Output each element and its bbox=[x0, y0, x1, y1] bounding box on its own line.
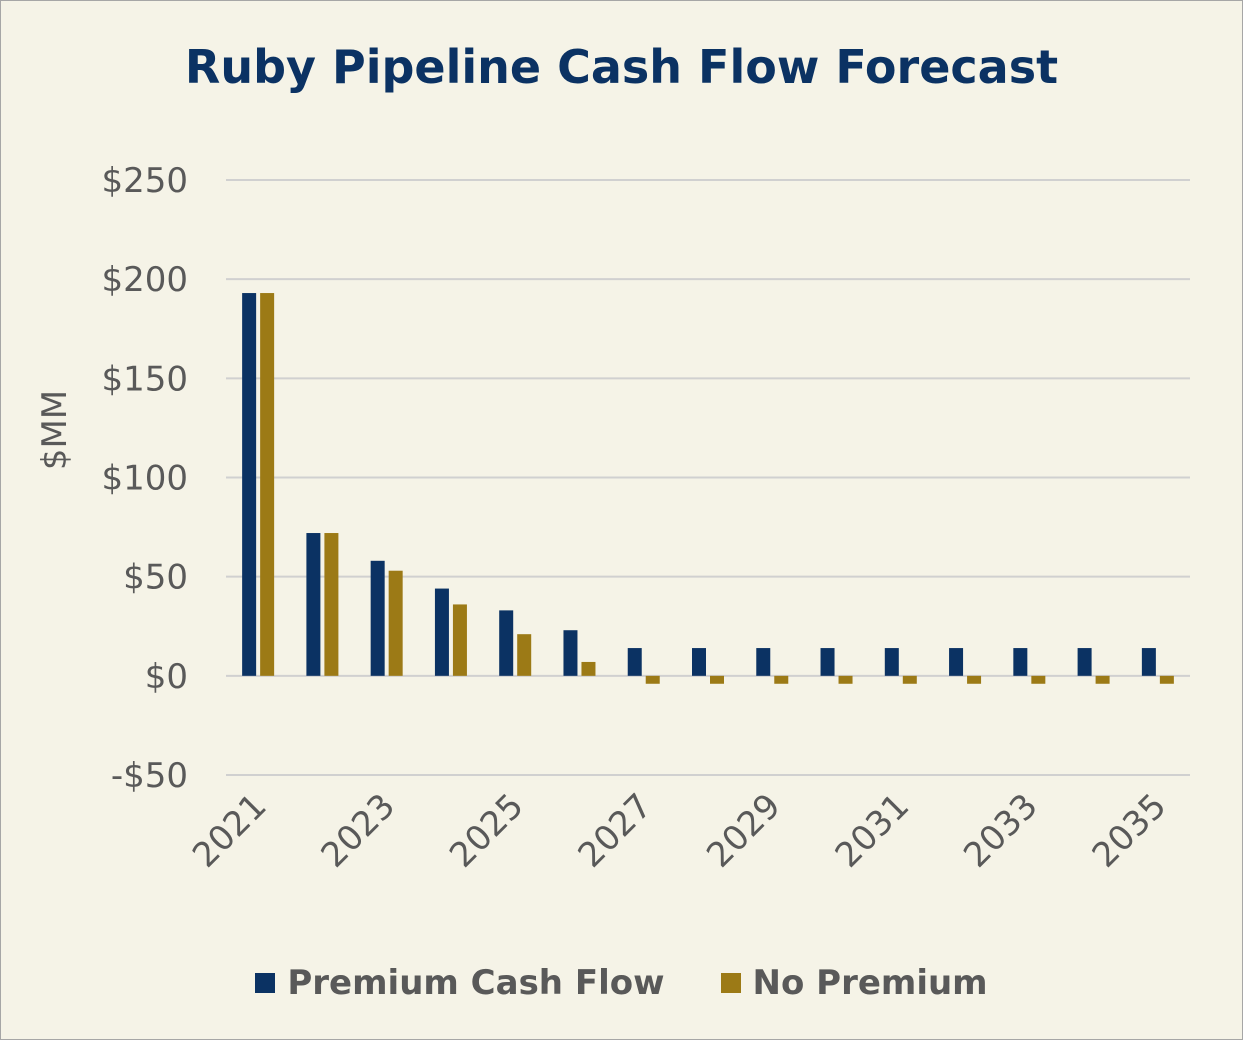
bar-premium bbox=[1077, 648, 1092, 676]
bar-no-premium bbox=[581, 661, 596, 676]
bar-no-premium bbox=[324, 533, 339, 676]
bar-no-premium bbox=[902, 675, 917, 684]
x-tick-label: 2023 bbox=[314, 786, 403, 875]
chart-title: Ruby Pipeline Cash Flow Forecast bbox=[184, 40, 1059, 94]
x-tick-label: 2027 bbox=[571, 786, 660, 875]
legend-item-no-premium: No Premium bbox=[720, 963, 988, 1003]
bar-no-premium bbox=[1031, 675, 1046, 684]
x-tick-label: 2025 bbox=[442, 786, 531, 875]
bar-premium bbox=[499, 610, 514, 676]
legend-swatch-no-premium bbox=[720, 973, 741, 993]
bar-no-premium bbox=[1159, 675, 1174, 684]
bar-no-premium bbox=[967, 675, 982, 684]
bar-premium bbox=[949, 648, 964, 676]
x-tick-label: 2021 bbox=[185, 786, 274, 875]
bar-premium bbox=[563, 630, 578, 676]
bar-premium bbox=[434, 588, 449, 676]
y-tick-label: $200 bbox=[101, 260, 188, 300]
y-tick-label: $50 bbox=[123, 558, 188, 598]
legend-label-premium: Premium Cash Flow bbox=[287, 963, 665, 1003]
legend-swatch-premium bbox=[255, 973, 276, 993]
bar-no-premium bbox=[388, 570, 403, 676]
bar-no-premium bbox=[710, 675, 724, 684]
bar-no-premium bbox=[645, 675, 660, 684]
x-tick-label: 2029 bbox=[699, 786, 788, 875]
y-tick-label: $0 bbox=[145, 657, 188, 697]
x-tick-label: 2033 bbox=[956, 786, 1045, 875]
bar-premium bbox=[1141, 648, 1156, 676]
bar-premium bbox=[370, 560, 385, 676]
bar-premium bbox=[884, 648, 899, 676]
bar-premium bbox=[306, 533, 321, 676]
bar-premium bbox=[1013, 648, 1028, 676]
y-tick-label: $100 bbox=[101, 459, 188, 499]
bar-no-premium bbox=[260, 293, 275, 676]
y-tick-label: -$50 bbox=[111, 756, 188, 796]
x-tick-label: 2035 bbox=[1085, 786, 1174, 875]
bar-premium bbox=[756, 648, 771, 676]
bar-no-premium bbox=[517, 634, 532, 676]
bar-premium bbox=[242, 293, 257, 676]
legend-label-no-premium: No Premium bbox=[752, 963, 988, 1003]
bar-premium bbox=[820, 648, 835, 676]
bar-no-premium bbox=[1095, 675, 1110, 684]
bar-no-premium bbox=[452, 604, 467, 676]
legend-item-premium: Premium Cash Flow bbox=[255, 963, 665, 1003]
x-tick-label: 2031 bbox=[828, 786, 917, 875]
y-tick-label: $150 bbox=[101, 359, 188, 399]
legend: Premium Cash Flow No Premium bbox=[0, 963, 1243, 1003]
bar-premium bbox=[627, 648, 642, 676]
y-axis-title: $MM bbox=[35, 390, 75, 470]
y-tick-label: $250 bbox=[101, 161, 188, 201]
bar-no-premium bbox=[838, 675, 853, 684]
bar-premium bbox=[692, 648, 706, 676]
bar-no-premium bbox=[774, 675, 789, 684]
